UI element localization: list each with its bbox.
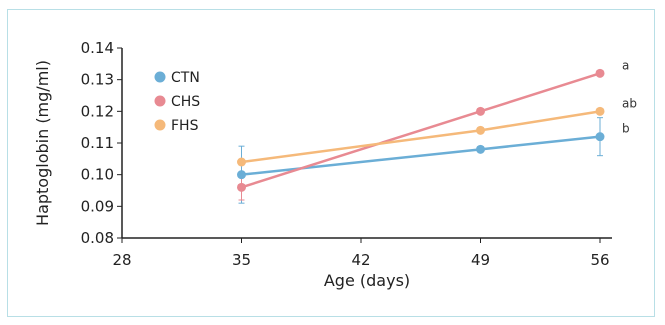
legend-swatch-fhs [154, 119, 166, 131]
significance-label-fhs: ab [622, 96, 637, 110]
data-point-chs [476, 106, 485, 116]
data-point-fhs [237, 157, 246, 167]
x-tick-labels: 28 35 42 49 56 [112, 238, 610, 269]
data-point-chs [595, 68, 605, 78]
y-tick-label: 0.12 [81, 102, 114, 120]
data-point-chs [237, 182, 246, 192]
y-tick-label: 0.11 [81, 134, 114, 152]
series-line-fhs [241, 110, 601, 164]
legend-label-fhs: FHS [171, 118, 199, 134]
data-point-ctn [595, 132, 605, 142]
y-tick-label: 0.13 [81, 71, 114, 89]
y-tick-label: 0.09 [81, 197, 114, 215]
data-point-fhs [476, 125, 485, 135]
legend-label-chs: CHS [171, 94, 200, 110]
x-tick-label: 42 [351, 251, 370, 269]
data-point-fhs [595, 106, 605, 116]
x-tick-label: 35 [232, 251, 251, 269]
x-tick-label: 28 [112, 251, 131, 269]
data-point-ctn [237, 170, 246, 180]
x-axis-title: Age (days) [324, 271, 410, 290]
legend-label-ctn: CTN [171, 70, 200, 86]
data-point-ctn [476, 144, 485, 154]
significance-label-chs: a [622, 58, 629, 72]
y-tick-label: 0.14 [81, 39, 114, 57]
series-lines [241, 72, 601, 189]
y-tick-label: 0.10 [81, 166, 114, 184]
legend-swatch-chs [154, 95, 166, 107]
significance-labels: b a ab [622, 58, 637, 135]
x-tick-label: 49 [471, 251, 490, 269]
chart-frame [7, 9, 655, 317]
y-axis-title: Haptoglobin (mg/ml) [33, 60, 52, 226]
legend-swatch-ctn [154, 71, 166, 83]
y-tick-labels: 0.08 0.09 0.10 0.11 0.12 0.13 0.14 [81, 39, 122, 247]
series-line-chs [241, 72, 601, 189]
series-points [237, 68, 605, 192]
y-tick-label: 0.08 [81, 229, 114, 247]
x-tick-label: 56 [590, 251, 609, 269]
significance-label-ctn: b [622, 122, 630, 136]
legend: CTN CHS FHS [154, 70, 200, 134]
